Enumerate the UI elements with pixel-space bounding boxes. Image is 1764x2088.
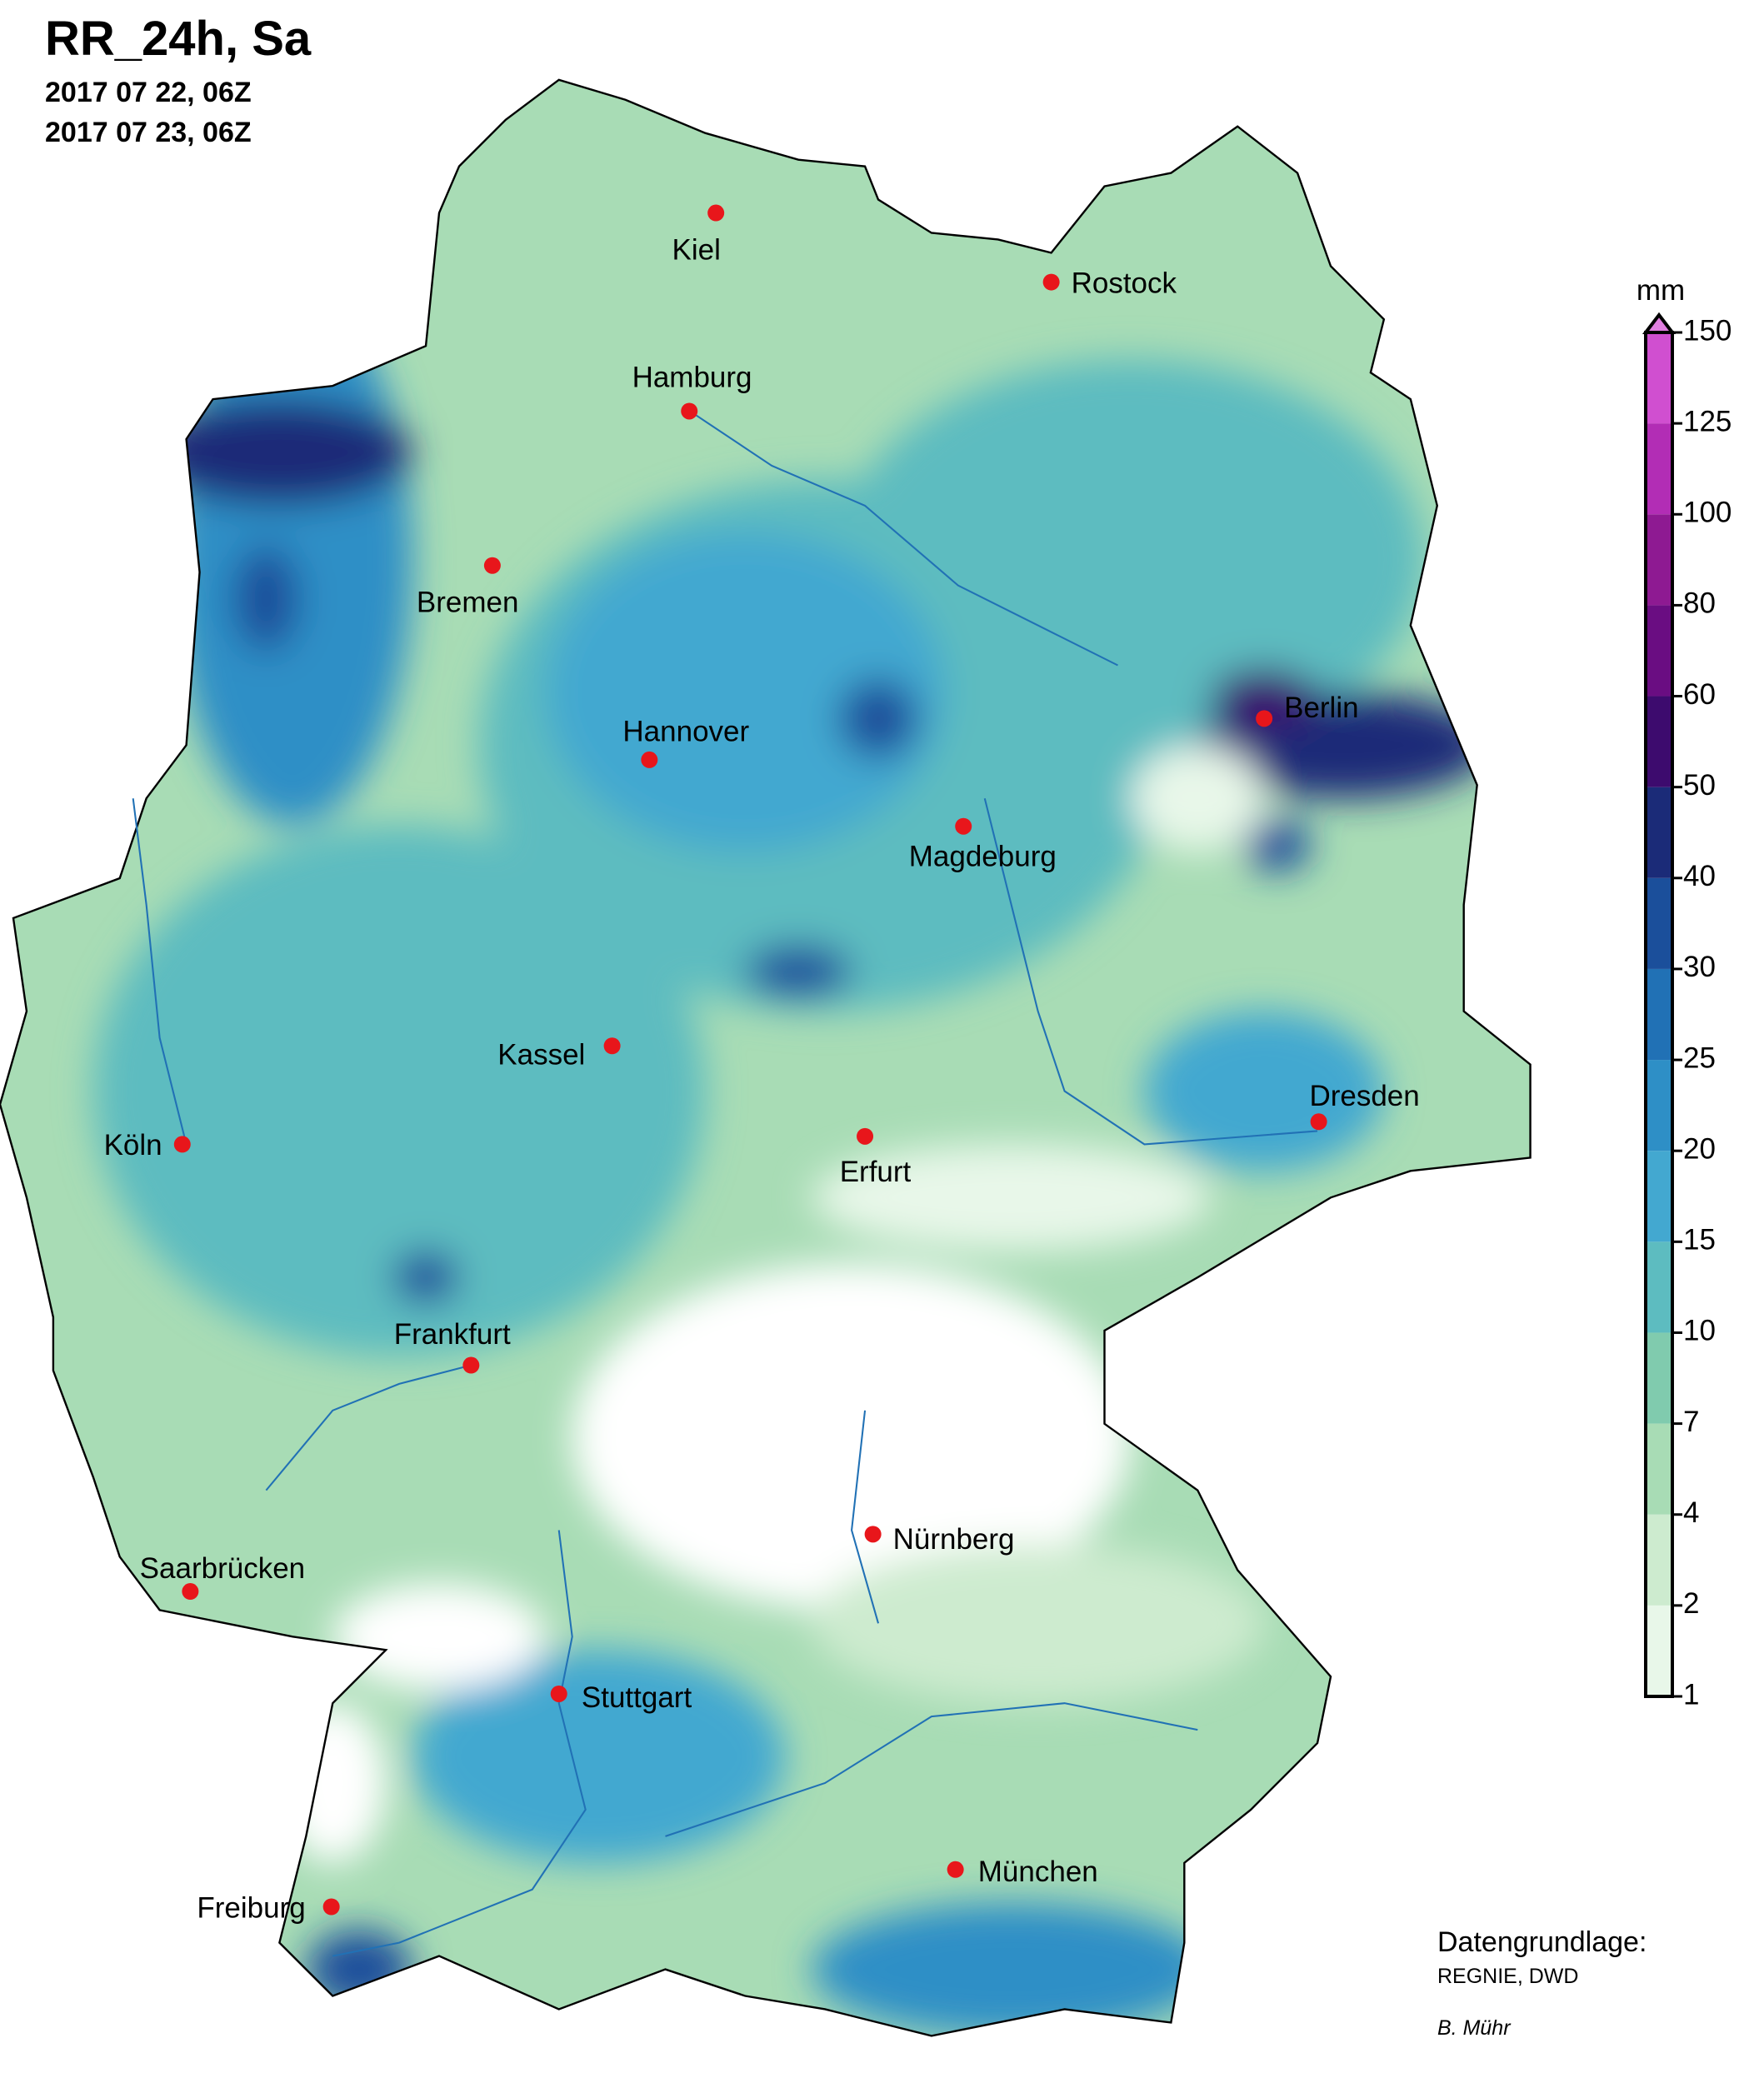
city-label: Berlin: [1284, 692, 1358, 724]
city-dot: [182, 1583, 199, 1601]
colorbar-band: [1646, 696, 1672, 787]
colorbar-label: 7: [1683, 1406, 1699, 1438]
colorbar-label: 1: [1683, 1678, 1699, 1711]
city-label: Saarbrücken: [140, 1552, 305, 1585]
city-dot: [1310, 1113, 1327, 1131]
city-label: Köln: [104, 1129, 162, 1161]
city-dot: [322, 1898, 340, 1916]
colorbar-label: 60: [1683, 678, 1716, 711]
city-label: Hannover: [622, 716, 749, 748]
colorbar-band: [1646, 1514, 1672, 1606]
colorbar-label: 30: [1683, 951, 1716, 983]
city-dot: [603, 1037, 621, 1055]
colorbar-band: [1646, 1241, 1672, 1333]
city-label: Nürnberg: [893, 1523, 1015, 1556]
city-label: Erfurt: [840, 1156, 912, 1188]
city-label: Rostock: [1072, 267, 1177, 299]
colorbar-band: [1646, 787, 1672, 878]
city-dot: [1042, 273, 1060, 291]
colorbar-label: 2: [1683, 1587, 1699, 1620]
colorbar-label: 100: [1683, 497, 1732, 529]
rivers: [132, 412, 1318, 1957]
colorbar-band: [1646, 1423, 1672, 1515]
date-start: 2017 07 22, 06Z: [45, 77, 252, 108]
city-dot: [173, 1136, 191, 1153]
city-label: Frankfurt: [394, 1318, 511, 1351]
colorbar-label: 150: [1683, 314, 1732, 347]
precipitation-field: [0, 79, 1531, 2036]
city-dot: [681, 402, 698, 420]
city-dot: [550, 1685, 567, 1702]
city-dot: [483, 557, 501, 574]
colorbar-label: 15: [1683, 1224, 1716, 1256]
colorbar-band: [1646, 1060, 1672, 1151]
city-dot: [955, 817, 972, 835]
city-label: Dresden: [1309, 1080, 1419, 1112]
title: RR_24h, Sa: [45, 12, 312, 66]
credit-author: B. Mühr: [1437, 2016, 1512, 2040]
city-label: Stuttgart: [582, 1681, 692, 1714]
colorbar-band: [1646, 605, 1672, 697]
colorbar-band: [1646, 968, 1672, 1061]
colorbar-label: 10: [1683, 1315, 1716, 1347]
city-label: Magdeburg: [909, 841, 1057, 873]
city-dot: [707, 204, 725, 222]
colorbar-band: [1646, 514, 1672, 606]
city-label: Freiburg: [197, 1891, 305, 1924]
city-label: München: [978, 1856, 1098, 1888]
city-dot: [1256, 710, 1273, 727]
credit-heading: Datengrundlage:: [1437, 1926, 1647, 1958]
colorbar-label: 25: [1683, 1042, 1716, 1074]
colorbar-label: 4: [1683, 1496, 1699, 1529]
city-label: Bremen: [417, 587, 519, 619]
colorbar: 1 2 4 7 10 15 20 25 30 40 50 60 80 100 125 150: [1644, 314, 1732, 1711]
city-label: Kiel: [672, 233, 720, 266]
colorbar-band: [1646, 1332, 1672, 1424]
city-dot: [462, 1356, 480, 1374]
colorbar-band: [1646, 1151, 1672, 1242]
map: [0, 78, 1532, 2037]
city-dot: [857, 1127, 874, 1145]
city-dot: [864, 1526, 882, 1543]
colorbar-band: [1646, 332, 1672, 424]
credit-source: REGNIE, DWD: [1437, 1965, 1578, 1988]
city-label: Hamburg: [632, 362, 752, 394]
colorbar-label: 20: [1683, 1132, 1716, 1165]
colorbar-frame: [1644, 331, 1674, 1698]
city-dot: [947, 1861, 964, 1878]
city-label: Kassel: [497, 1039, 585, 1071]
date-end: 2017 07 23, 06Z: [45, 117, 252, 148]
colorbar-band: [1646, 1605, 1672, 1696]
colorbar-band: [1646, 877, 1672, 969]
colorbar-band: [1646, 423, 1672, 515]
city-dot: [641, 751, 658, 768]
colorbar-label: 80: [1683, 587, 1716, 620]
colorbar-label: 125: [1683, 405, 1732, 437]
colorbar-label: 40: [1683, 860, 1716, 892]
cities: Kiel Rostock Hamburg Bremen Hannover Berlin Ma…: [104, 204, 1420, 1924]
colorbar-label: 50: [1683, 769, 1716, 802]
colorbar-unit: mm: [1637, 274, 1685, 307]
colorbar-overflow: [1642, 312, 1677, 334]
